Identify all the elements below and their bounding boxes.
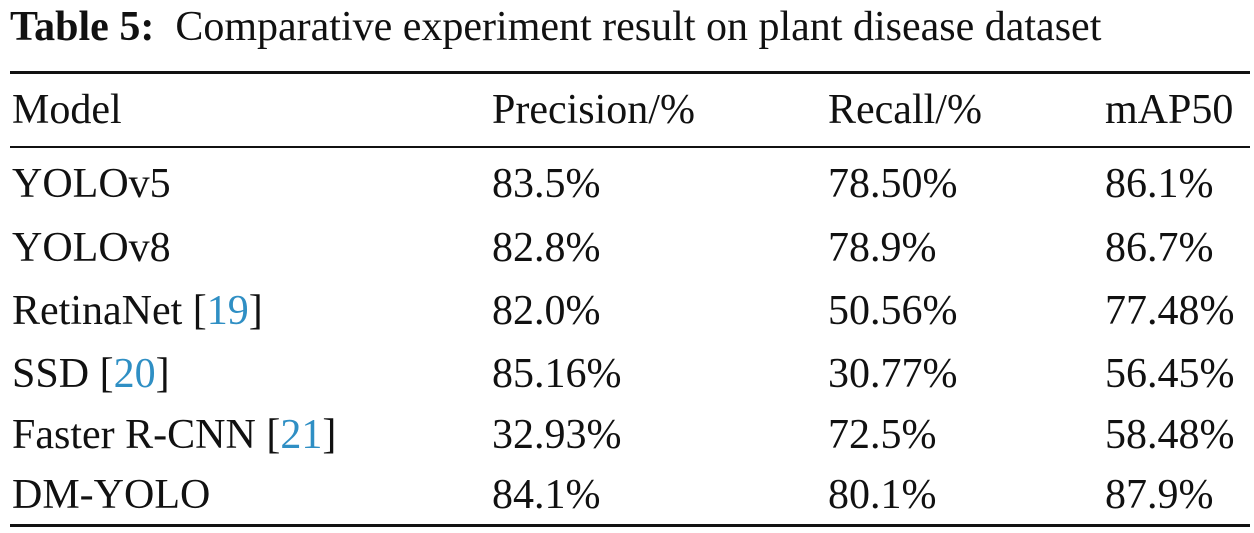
table-header-row: Model Precision/% Recall/% mAP50 [0, 80, 1254, 140]
citation-link[interactable]: 19 [206, 288, 249, 334]
recall-cell: 78.9% [828, 225, 937, 271]
recall-cell: 78.50% [828, 161, 958, 207]
model-name-cell: DM-YOLO [12, 465, 210, 525]
table-row: Faster R-CNN [21] 32.93% 72.5% 58.48% [0, 405, 1254, 465]
table-row: RetinaNet [19] 82.0% 50.56% 77.48% [0, 281, 1254, 341]
table-bottom-rule [10, 524, 1250, 527]
citation-link[interactable]: 20 [113, 351, 156, 397]
table-top-rule [10, 71, 1250, 74]
column-header-precision: Precision/% [492, 87, 695, 133]
model-name-cell: Faster R-CNN [21] [12, 412, 337, 458]
precision-cell: 32.93% [492, 412, 622, 458]
precision-cell: 85.16% [492, 351, 622, 397]
map50-cell: 86.7% [1105, 225, 1214, 271]
map50-cell: 86.1% [1105, 161, 1214, 207]
model-name: RetinaNet [12, 288, 183, 334]
table-caption-text: Comparative experiment result on plant d… [175, 4, 1102, 50]
recall-cell: 80.1% [828, 472, 937, 518]
model-name: YOLOv5 [12, 161, 171, 207]
recall-cell: 30.77% [828, 351, 958, 397]
column-header-map50: mAP50 [1105, 87, 1234, 133]
precision-cell: 84.1% [492, 472, 601, 518]
table-header-rule [10, 146, 1250, 148]
table-row: DM-YOLO 84.1% 80.1% 87.9% [0, 465, 1254, 525]
model-name: DM-YOLO [12, 472, 211, 518]
map50-cell: 58.48% [1105, 412, 1235, 458]
model-name-cell: RetinaNet [19] [12, 288, 263, 334]
citation-link[interactable]: 21 [280, 412, 323, 458]
model-name: SSD [12, 351, 90, 397]
table-caption: Table 5: Comparative experiment result o… [10, 2, 1101, 52]
model-name-cell: YOLOv5 [12, 154, 171, 214]
column-header-recall: Recall/% [828, 87, 982, 133]
precision-cell: 83.5% [492, 161, 601, 207]
table-row: SSD [20] 85.16% 30.77% 56.45% [0, 344, 1254, 404]
table-caption-label: Table 5: [10, 4, 155, 50]
table-row: YOLOv8 82.8% 78.9% 86.7% [0, 218, 1254, 278]
map50-cell: 77.48% [1105, 288, 1235, 334]
table-row: YOLOv5 83.5% 78.50% 86.1% [0, 154, 1254, 214]
precision-cell: 82.8% [492, 225, 601, 271]
precision-cell: 82.0% [492, 288, 601, 334]
map50-cell: 56.45% [1105, 351, 1235, 397]
model-name-cell: SSD [20] [12, 351, 170, 397]
map50-cell: 87.9% [1105, 472, 1214, 518]
model-name: Faster R-CNN [12, 412, 256, 458]
recall-cell: 50.56% [828, 288, 958, 334]
column-header-model: Model [12, 87, 122, 133]
model-name: YOLOv8 [12, 225, 171, 271]
model-name-cell: YOLOv8 [12, 218, 171, 278]
recall-cell: 72.5% [828, 412, 937, 458]
